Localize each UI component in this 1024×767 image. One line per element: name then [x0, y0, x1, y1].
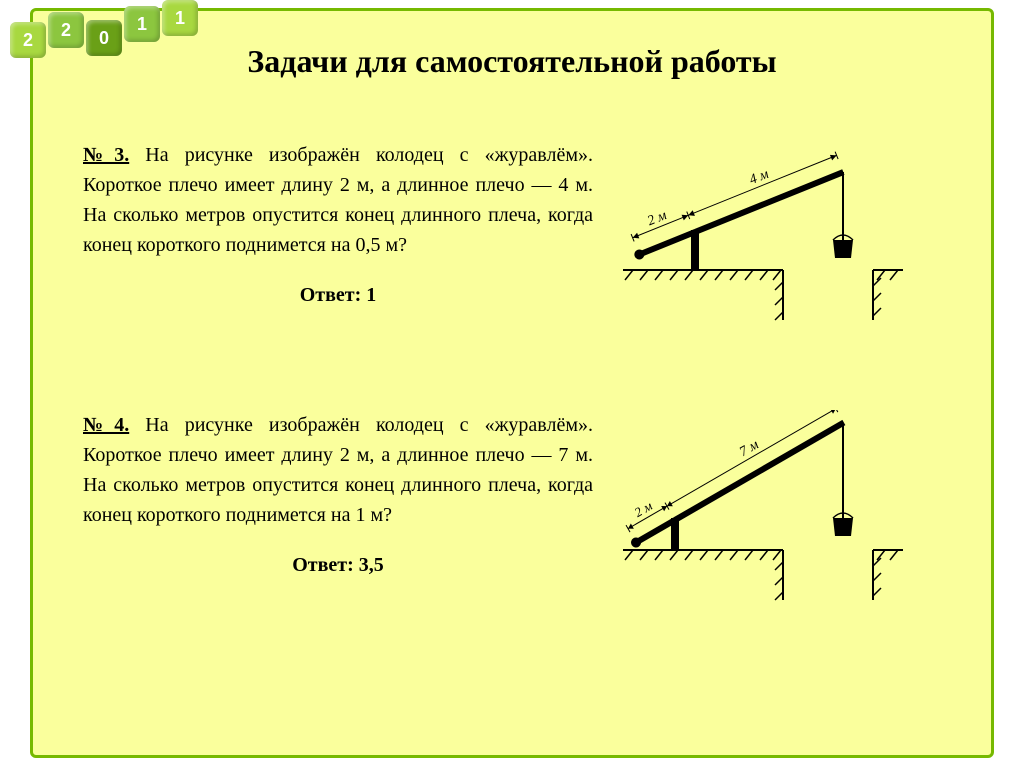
problem-4-text: №4. На рисунке изображён колодец с «жура… — [83, 410, 593, 610]
diagram-4-short-label: 2 м — [632, 498, 655, 520]
problem-3-body: На рисунке изображён колодец с «журавлём… — [83, 144, 593, 256]
cube-2a: 2 — [10, 22, 46, 58]
diagram-3-long-label: 4 м — [747, 167, 771, 188]
problem-3-num: №3. — [83, 144, 129, 166]
problem-4-diagram: 2 м 7 м — [623, 410, 903, 610]
diagram-4-long-label: 7 м — [737, 437, 761, 460]
problem-3: №3. На рисунке изображён колодец с «жура… — [83, 140, 941, 340]
diagram-3-short-label: 2 м — [645, 208, 669, 229]
cube-1b: 1 — [162, 0, 198, 36]
slide-frame: Задачи для самостоятельной работы №3. На… — [30, 8, 994, 758]
page-title: Задачи для самостоятельной работы — [83, 43, 941, 80]
problem-4-answer: Ответ: 3,5 — [83, 550, 593, 580]
cube-1a: 1 — [124, 6, 160, 42]
cube-2b: 2 — [48, 12, 84, 48]
problem-4: №4. На рисунке изображён колодец с «жура… — [83, 410, 941, 610]
problem-3-diagram: 2 м 4 м — [623, 140, 903, 340]
cube-0: 0 — [86, 20, 122, 56]
problem-4-body: На рисунке изображён колодец с «журавлём… — [83, 414, 593, 526]
problem-4-num: №4. — [83, 414, 129, 436]
problem-3-answer: Ответ: 1 — [83, 280, 593, 310]
corner-decoration: 2 2 0 1 1 — [10, 0, 198, 58]
problem-3-text: №3. На рисунке изображён колодец с «жура… — [83, 140, 593, 340]
